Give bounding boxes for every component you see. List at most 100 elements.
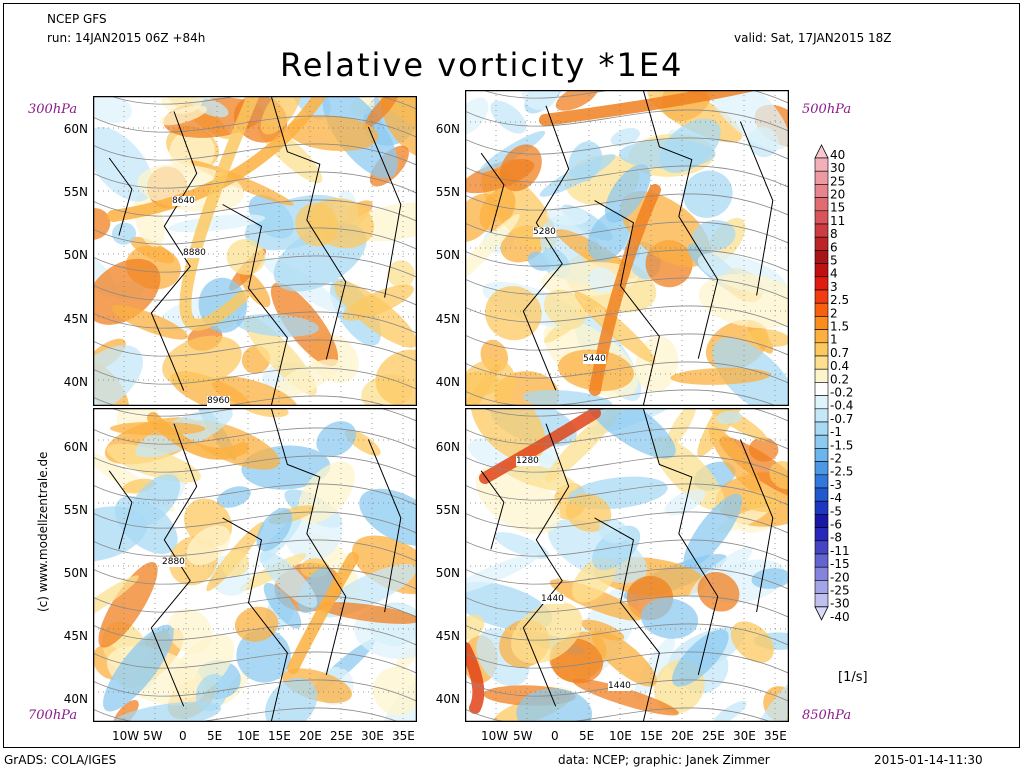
vorticity-blob: [692, 220, 736, 252]
vorticity-blob: [494, 532, 550, 559]
legend-swatch: [814, 487, 829, 502]
vorticity-band: [539, 90, 759, 126]
geopotential-contour: [93, 171, 417, 194]
legend-tick-label: -3: [830, 478, 842, 492]
footer-software: GrADS: COLA/IGES: [4, 753, 117, 767]
level-label-500: 500hPa: [802, 102, 852, 117]
vorticity-blob: [702, 90, 789, 150]
latitude-label: 40N: [435, 692, 460, 706]
vorticity-blob: [234, 606, 279, 642]
vorticity-blob: [574, 291, 656, 364]
legend-tick-label: 11: [830, 214, 845, 228]
vorticity-blob: [159, 105, 208, 126]
vorticity-blob: [364, 96, 400, 128]
legend-tick-label: 40: [830, 148, 845, 162]
vorticity-blob: [93, 96, 133, 124]
legend-swatch: [814, 527, 829, 542]
vorticity-blob: [665, 408, 697, 450]
vorticity-blob: [672, 629, 729, 687]
longitude-label: 10W: [481, 729, 509, 743]
chart-title: Relative vorticity *1E4: [280, 46, 684, 84]
legend-tick-label: 2: [830, 306, 838, 320]
vorticity-blob: [368, 494, 413, 533]
longitude-label: 30E: [733, 729, 756, 743]
legend-swatch: [814, 157, 829, 172]
vorticity-blob: [221, 550, 249, 578]
latitude-label: 40N: [435, 375, 460, 389]
geopotential-contour: [93, 427, 417, 450]
legend-swatch: [814, 329, 829, 344]
legend-swatch: [814, 223, 829, 238]
legend-tick-label: 8: [830, 227, 838, 241]
legend-swatch: [814, 170, 829, 185]
longitude-label: 30E: [361, 729, 384, 743]
vorticity-blob: [373, 666, 417, 716]
longitude-label: 35E: [764, 729, 787, 743]
legend-swatch: [814, 368, 829, 383]
geopotential-contour: [93, 395, 389, 406]
geopotential-contour: [465, 165, 789, 188]
vorticity-blob: [93, 127, 154, 202]
geopotential-contour: [465, 623, 789, 646]
vorticity-blob: [521, 90, 559, 111]
vorticity-blob: [162, 335, 242, 388]
vorticity-blob: [465, 614, 485, 640]
latitude-label: 45N: [63, 312, 88, 326]
geopotential-contour: [93, 679, 417, 702]
vorticity-blob: [499, 144, 542, 192]
legend-tick-label: -4: [830, 491, 842, 505]
longitude-label: 10E: [609, 729, 632, 743]
geopotential-contour: [465, 221, 789, 244]
legend-tick-label: 0.7: [830, 346, 849, 360]
vorticity-blob: [170, 634, 235, 699]
vorticity-blob: [93, 258, 161, 325]
footer-credits: data: NCEP; graphic: Janek Zimmer: [558, 753, 770, 767]
legend-tick-label: -2: [830, 452, 842, 466]
legend-swatch: [814, 593, 829, 608]
legend-tick-label: 15: [830, 201, 845, 215]
vorticity-blob: [610, 127, 640, 147]
coastline-borders: [480, 408, 774, 722]
legend-tick-label: -1: [830, 425, 842, 439]
legend-swatch: [814, 276, 829, 291]
vorticity-field: [93, 408, 417, 722]
legend-tick-label: -2.5: [830, 465, 853, 479]
geopotential-contour: [465, 109, 789, 132]
legend-tick-label: 1.5: [830, 320, 849, 334]
vorticity-blob: [226, 239, 266, 275]
vorticity-blob: [572, 678, 679, 716]
vorticity-blob: [259, 550, 318, 608]
level-label-850: 850hPa: [802, 708, 852, 723]
vorticity-band: [147, 412, 249, 460]
vorticity-blob: [591, 630, 657, 687]
vorticity-blob: [465, 214, 520, 291]
geopotential-contour: [465, 427, 789, 450]
geopotential-contour: [465, 483, 789, 506]
longitude-label: 0: [551, 729, 559, 743]
legend-swatch: [814, 566, 829, 581]
legend-tick-label: 4: [830, 267, 838, 281]
legend-swatch: [814, 210, 829, 225]
legend-swatch: [814, 236, 829, 251]
vorticity-blob: [195, 673, 228, 712]
vorticity-blob: [712, 700, 747, 722]
legend-tick-label: 20: [830, 188, 845, 202]
contour-label: 5440: [583, 354, 606, 364]
legend-swatch: [814, 474, 829, 489]
contour-label: 1440: [608, 681, 631, 691]
legend-swatch: [814, 580, 829, 594]
vorticity-field: [93, 96, 417, 406]
geopotential-contour: [465, 333, 789, 356]
longitude-label: 15E: [268, 729, 291, 743]
geopotential-contour: [465, 305, 789, 328]
vorticity-band: [479, 408, 601, 484]
latitude-label: 50N: [63, 248, 88, 262]
vorticity-band: [179, 96, 259, 331]
vorticity-blob: [716, 410, 742, 425]
contour-label: 1440: [541, 594, 564, 604]
vorticity-blob: [752, 674, 789, 722]
vorticity-blob: [598, 518, 628, 544]
geopotential-contour: [93, 115, 417, 138]
geopotential-contour: [465, 137, 789, 160]
